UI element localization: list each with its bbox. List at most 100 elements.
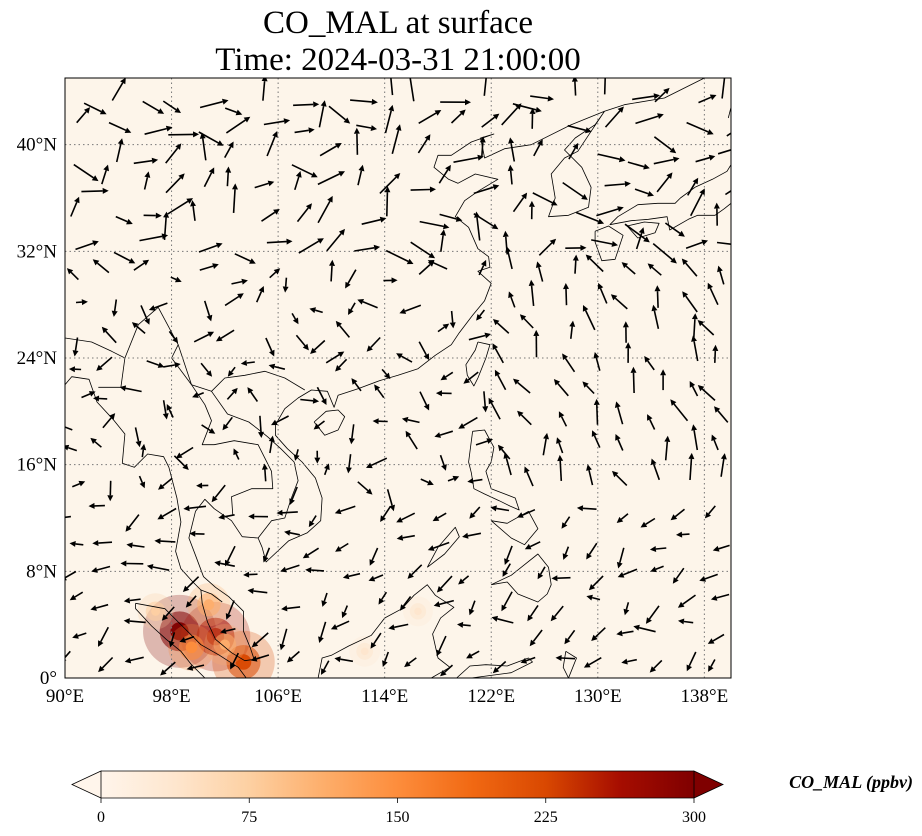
wind-arrow xyxy=(101,326,117,344)
wind-arrow xyxy=(263,118,291,126)
wind-arrow xyxy=(378,591,388,605)
wind-arrow xyxy=(588,575,604,591)
wind-arrow xyxy=(527,604,539,622)
wind-arrow xyxy=(647,263,662,276)
longitude-label: 138°E xyxy=(681,686,729,707)
wind-arrow xyxy=(553,379,569,397)
wind-arrow xyxy=(670,508,686,521)
wind-arrow xyxy=(591,627,606,641)
wind-arrow xyxy=(198,131,224,146)
wind-arrow xyxy=(396,534,415,541)
wind-arrow xyxy=(717,149,731,155)
wind-arrow xyxy=(107,480,114,502)
wind-arrow xyxy=(615,434,624,451)
wind-arrow xyxy=(384,186,391,217)
wind-arrow xyxy=(386,489,395,512)
wind-arrow xyxy=(227,366,236,377)
wind-arrow xyxy=(617,568,638,578)
wind-arrow xyxy=(676,531,690,538)
wind-arrow xyxy=(502,230,509,255)
wind-arrow xyxy=(293,101,320,108)
wind-arrow xyxy=(512,103,542,113)
wind-arrow xyxy=(160,661,176,676)
wind-arrow xyxy=(250,654,270,662)
wind-arrow xyxy=(198,242,223,253)
wind-arrow xyxy=(468,332,491,341)
wind-arrow xyxy=(467,478,483,484)
wind-arrow xyxy=(612,470,628,486)
wind-arrow xyxy=(458,575,470,585)
colorbar-tick-label: 150 xyxy=(386,809,410,826)
wind-arrow xyxy=(179,635,195,643)
wind-arrow xyxy=(512,192,528,213)
wind-arrow xyxy=(323,463,330,476)
wind-arrow xyxy=(300,397,320,404)
wind-arrow xyxy=(561,516,571,529)
wind-arrow xyxy=(677,594,696,608)
wind-arrow xyxy=(222,416,233,431)
map-title: CO_MAL at surface xyxy=(262,5,534,41)
wind-arrow xyxy=(154,538,176,545)
wind-arrow xyxy=(318,100,327,128)
wind-arrow xyxy=(627,161,650,170)
wind-arrow xyxy=(557,454,564,481)
wind-arrow xyxy=(261,209,280,222)
wind-arrow xyxy=(585,254,604,273)
wind-arrow xyxy=(328,105,351,124)
wind-arrow xyxy=(125,514,140,532)
wind-arrow xyxy=(691,335,699,362)
longitude-label: 130°E xyxy=(574,686,622,707)
wind-arrow xyxy=(616,547,625,569)
gridlines xyxy=(65,78,731,678)
wind-arrow xyxy=(120,560,144,567)
wind-arrow xyxy=(529,107,536,129)
wind-arrow xyxy=(162,100,181,113)
wind-arrow xyxy=(396,353,413,363)
wind-arrow xyxy=(645,605,660,624)
wind-arrow xyxy=(708,659,716,672)
map-subtitle-time: Time: 2024-03-31 21:00:00 xyxy=(215,42,581,78)
wind-arrow xyxy=(162,400,169,420)
longitude-label: 114°E xyxy=(361,686,408,707)
wind-arrow xyxy=(108,121,132,133)
wind-arrow xyxy=(621,658,637,665)
wind-arrow xyxy=(226,387,238,400)
wind-arrow xyxy=(576,505,597,512)
wind-arrow xyxy=(420,478,434,486)
wind-arrow xyxy=(143,212,162,219)
wind-arrow xyxy=(76,107,91,124)
wind-arrow xyxy=(664,435,671,461)
wind-arrow xyxy=(296,203,312,223)
longitude-labels: 90°E 98°E 106°E 114°E 122°E 130°E 138°E xyxy=(46,686,728,707)
co-hotspot xyxy=(403,596,433,627)
wind-arrow xyxy=(366,457,388,469)
wind-arrow xyxy=(372,418,388,425)
wind-arrow xyxy=(72,632,87,639)
wind-arrow xyxy=(586,542,598,560)
wind-arrow xyxy=(295,334,309,351)
wind-arrow xyxy=(542,432,549,456)
wind-arrow xyxy=(650,565,664,573)
wind-arrow xyxy=(96,356,113,371)
wind-arrow xyxy=(268,363,286,370)
wind-arrow xyxy=(404,657,417,668)
wind-arrow xyxy=(508,291,516,308)
wind-arrow xyxy=(427,260,448,270)
wind-arrow xyxy=(572,254,579,274)
wind-arrow xyxy=(466,650,480,659)
wind-arrow xyxy=(713,202,720,226)
wind-arrow xyxy=(346,454,352,474)
wind-arrow xyxy=(384,104,395,134)
wind-arrow xyxy=(647,414,656,430)
wind-arrow xyxy=(143,171,151,190)
wind-arrow xyxy=(368,574,384,582)
wind-arrow xyxy=(624,223,650,243)
wind-arrow xyxy=(158,477,173,490)
wind-arrow xyxy=(134,427,142,448)
wind-arrow xyxy=(93,395,108,402)
wind-arrow xyxy=(163,211,170,240)
wind-arrow xyxy=(240,360,255,366)
wind-arrow xyxy=(266,238,293,245)
wind-arrow xyxy=(699,573,718,582)
wind-arrow xyxy=(98,656,114,673)
